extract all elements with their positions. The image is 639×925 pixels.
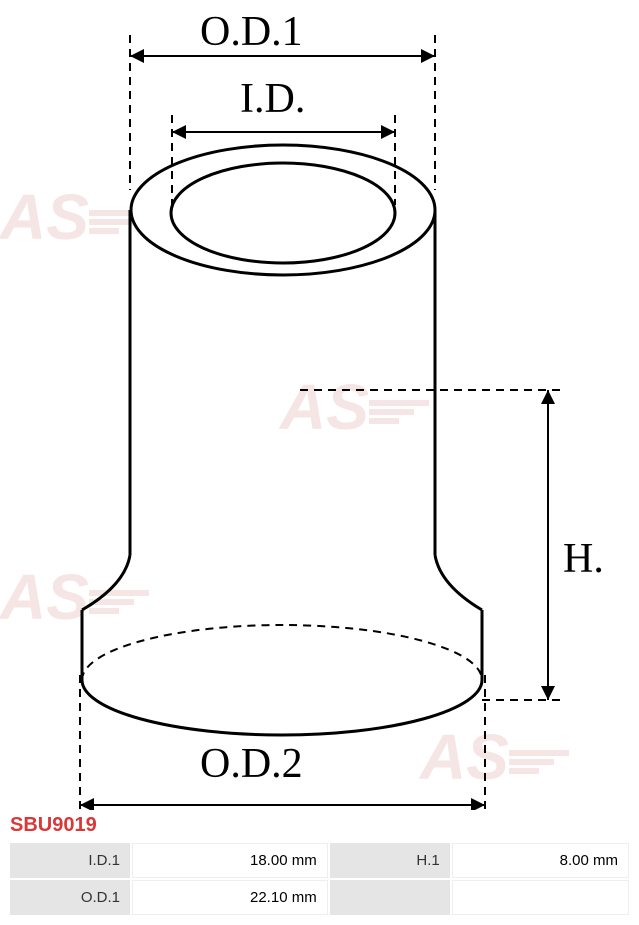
label-od1: O.D.1	[200, 8, 303, 56]
label-h: H.	[563, 535, 604, 583]
spec-label: O.D.1	[10, 880, 130, 915]
spec-value: 8.00 mm	[452, 843, 629, 878]
part-code: SBU9019	[0, 810, 639, 841]
spec-label: I.D.1	[10, 843, 130, 878]
spec-value: 18.00 mm	[132, 843, 328, 878]
spec-value: 22.10 mm	[132, 880, 328, 915]
spec-table: I.D.1 18.00 mm H.1 8.00 mm O.D.1 22.10 m…	[0, 841, 639, 925]
spec-label	[330, 880, 450, 915]
label-id: I.D.	[240, 75, 305, 123]
technical-diagram: AS AS AS AS O.D.1 I.D. O.D.2 H.	[0, 0, 639, 810]
table-row: I.D.1 18.00 mm H.1 8.00 mm	[10, 843, 629, 878]
bushing-drawing	[0, 0, 639, 810]
table-row: O.D.1 22.10 mm	[10, 880, 629, 915]
label-od2: O.D.2	[200, 740, 303, 788]
spec-value	[452, 880, 629, 915]
spec-label: H.1	[330, 843, 450, 878]
